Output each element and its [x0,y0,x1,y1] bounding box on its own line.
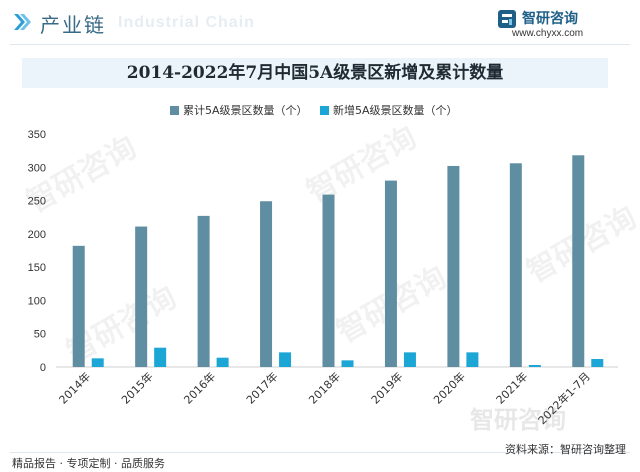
y-tick-label: 50 [34,329,46,341]
header-divider [10,44,630,45]
x-tick-label: 2020年 [431,369,468,406]
footer-divider [10,452,630,453]
y-tick-label: 0 [40,362,46,374]
brand-name: 智研咨询 [522,11,578,27]
y-tick-label: 250 [28,196,46,208]
y-tick-label: 200 [28,229,46,241]
bar [91,358,104,367]
y-tick-label: 300 [28,162,46,174]
bar [403,352,416,367]
section-title: 产业链 [40,13,106,37]
bar [72,245,85,367]
bar [197,215,210,367]
bar-chart: 累计5A级景区数量（个） 新增5A级景区数量（个） 0 50 100 150 200 250 3… [28,103,618,427]
bar [509,163,522,367]
brand-logo-icon [498,10,516,28]
y-tick-label: 100 [28,295,46,307]
footer-slogan: 精品报告 · 专项定制 · 品质服务 [12,457,165,470]
x-tick-label: 2014年 [56,369,93,406]
bar [260,201,273,367]
header-bar: Industrial Chain 产业链 智研咨询 www.chyxx.com [0,0,640,44]
bar [572,155,585,367]
bar [591,359,604,367]
bar [322,194,335,367]
bar [154,347,167,367]
y-tick-label: 150 [28,262,46,274]
bar [279,352,292,367]
legend-label: 累计5A级景区数量（个） [183,104,308,117]
double-chevron-icon [14,14,31,30]
bar [528,365,541,367]
brand-logo-block: 智研咨询 www.chyxx.com [496,6,626,40]
x-tick-label: 2015年 [118,369,155,406]
y-tick-label: 350 [28,129,46,141]
footer-source: 资料来源：智研咨询整理 [505,443,626,456]
x-tick-label: 2021年 [493,369,530,406]
bar [447,165,460,367]
bar [384,180,397,367]
x-tick-label: 2018年 [306,369,343,406]
section-title-english: Industrial Chain [118,14,255,31]
x-tick-label: 2016年 [181,369,218,406]
bar [135,226,148,367]
brand-url: www.chyxx.com [512,28,584,39]
x-tick-label: 2017年 [243,369,280,406]
watermark: 智研咨询 [470,406,566,434]
chart-title-box: 2014-2022年7月中国5A级景区新增及累计数量 [22,58,608,88]
chart-title: 2014-2022年7月中国5A级景区新增及累计数量 [126,63,504,83]
x-tick-label: 2022年1-7月 [535,369,593,427]
bar [466,352,479,367]
bar [216,357,229,367]
legend-swatch [170,106,179,115]
legend-label: 新增5A级景区数量（个） [333,103,458,117]
x-tick-label: 2019年 [368,369,405,406]
legend-swatch [320,106,329,115]
bar [341,360,354,367]
